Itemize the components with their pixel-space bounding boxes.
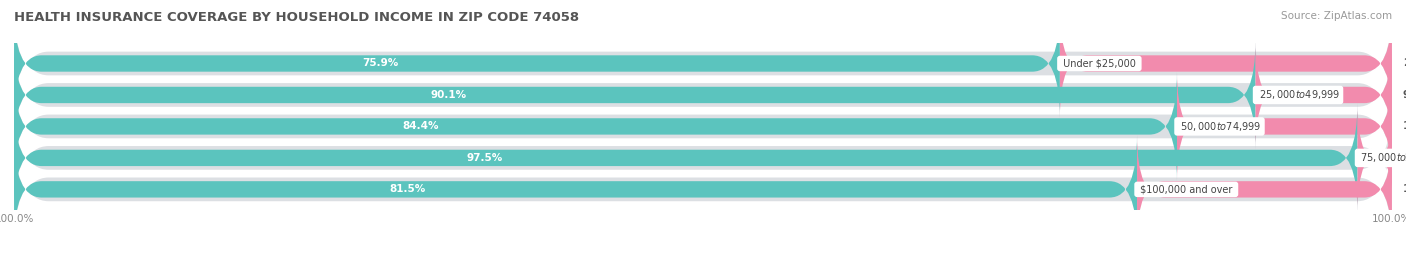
FancyBboxPatch shape bbox=[14, 92, 1392, 224]
FancyBboxPatch shape bbox=[1358, 103, 1393, 213]
FancyBboxPatch shape bbox=[14, 0, 1392, 129]
FancyBboxPatch shape bbox=[14, 9, 1060, 118]
Text: Source: ZipAtlas.com: Source: ZipAtlas.com bbox=[1281, 11, 1392, 21]
Text: $50,000 to $74,999: $50,000 to $74,999 bbox=[1177, 120, 1263, 133]
Text: 84.4%: 84.4% bbox=[404, 121, 439, 132]
FancyBboxPatch shape bbox=[14, 29, 1392, 161]
Text: HEALTH INSURANCE COVERAGE BY HOUSEHOLD INCOME IN ZIP CODE 74058: HEALTH INSURANCE COVERAGE BY HOUSEHOLD I… bbox=[14, 11, 579, 24]
Text: 75.9%: 75.9% bbox=[361, 58, 398, 69]
Text: Under $25,000: Under $25,000 bbox=[1060, 58, 1139, 69]
FancyBboxPatch shape bbox=[14, 61, 1392, 192]
FancyBboxPatch shape bbox=[14, 123, 1392, 255]
Text: 2.6%: 2.6% bbox=[1405, 153, 1406, 163]
FancyBboxPatch shape bbox=[14, 134, 1137, 244]
Text: 90.1%: 90.1% bbox=[430, 90, 467, 100]
Text: 9.9%: 9.9% bbox=[1403, 90, 1406, 100]
FancyBboxPatch shape bbox=[1060, 9, 1392, 118]
Text: 97.5%: 97.5% bbox=[467, 153, 502, 163]
FancyBboxPatch shape bbox=[1256, 40, 1392, 150]
Text: 15.6%: 15.6% bbox=[1403, 121, 1406, 132]
Text: $75,000 to $99,999: $75,000 to $99,999 bbox=[1358, 151, 1406, 164]
Text: $100,000 and over: $100,000 and over bbox=[1137, 184, 1236, 194]
Text: 18.5%: 18.5% bbox=[1403, 184, 1406, 194]
FancyBboxPatch shape bbox=[1177, 72, 1392, 181]
FancyBboxPatch shape bbox=[14, 72, 1177, 181]
FancyBboxPatch shape bbox=[1137, 134, 1392, 244]
FancyBboxPatch shape bbox=[14, 103, 1358, 213]
Text: 81.5%: 81.5% bbox=[389, 184, 425, 194]
Text: 24.1%: 24.1% bbox=[1403, 58, 1406, 69]
Text: $25,000 to $49,999: $25,000 to $49,999 bbox=[1256, 89, 1340, 101]
FancyBboxPatch shape bbox=[14, 40, 1256, 150]
